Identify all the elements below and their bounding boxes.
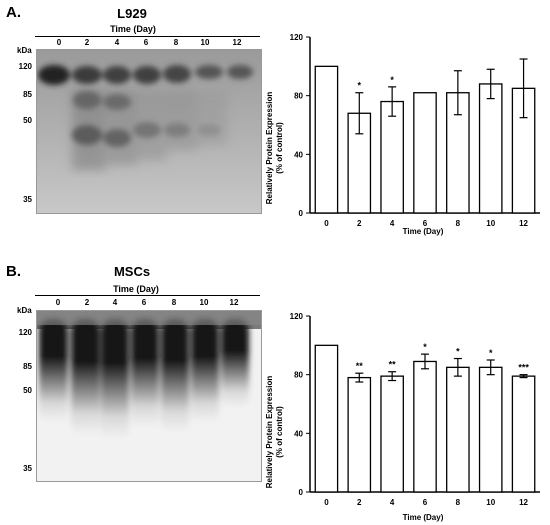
chart-a-significance: **: [358, 75, 395, 91]
x-tick-label: 4: [390, 498, 395, 507]
bar: [446, 366, 470, 493]
chart-b: Relatively Protein Expression (% of cont…: [265, 312, 540, 522]
y-tick-label: 80: [294, 92, 303, 101]
gel-b-time-label: Time (Day): [113, 284, 159, 294]
bar: [380, 100, 404, 214]
gel-a-image: [36, 49, 262, 214]
gel-a-lane-label: 4: [114, 38, 120, 47]
gel-a-lane-label: 12: [232, 38, 242, 47]
gel-a-lane-label: 2: [84, 38, 90, 47]
chart-a-yticks: 0 40 80 120: [290, 33, 310, 218]
x-tick-label: 8: [456, 498, 461, 507]
significance-marker: *: [489, 348, 493, 358]
x-tick-label: 6: [423, 498, 428, 507]
significance-marker: ***: [518, 363, 529, 373]
bar: [380, 375, 404, 493]
gel-b-title: MSCs: [113, 264, 151, 279]
chart-b-ylabel: Relatively Protein Expression: [265, 376, 274, 489]
gel-a-time-label: Time (Day): [110, 24, 156, 34]
x-tick-label: 10: [486, 498, 495, 507]
gel-a-marker-35: 35: [23, 195, 32, 204]
gel-b-lane-label: 12: [229, 298, 239, 307]
significance-marker: *: [390, 75, 394, 85]
gel-a-lane-label: 10: [200, 38, 210, 47]
chart-b-xlabel: Time (Day): [403, 513, 444, 522]
x-tick-label: 12: [519, 498, 528, 507]
bar: [478, 366, 503, 493]
bar: [478, 83, 503, 214]
chart-a-errorbars: [355, 58, 528, 135]
y-tick-label: 40: [294, 150, 303, 159]
gel-b-marker-35: 35: [23, 464, 32, 473]
x-tick-label: 6: [423, 219, 428, 228]
chart-a-xticks: 0 2 4 6 8 10 12: [324, 219, 528, 228]
chart-a: Relatively Protein Expression (% of cont…: [265, 33, 540, 236]
chart-b-ylabel2: (% of control): [275, 406, 284, 458]
gel-a-title: L929: [117, 6, 147, 21]
y-tick-label: 120: [290, 33, 304, 42]
chart-a-ylabel: Relatively Protein Expression: [265, 92, 274, 205]
chart-a-ylabel2: (% of control): [275, 122, 284, 174]
gel-b-divider: [35, 295, 260, 296]
gel-a-lane-label: 8: [173, 38, 179, 47]
bar: [347, 376, 372, 493]
gel-b-marker-50: 50: [23, 386, 32, 395]
gel-a-kda-label: kDa: [17, 46, 32, 55]
gel-a-lane-label: 6: [143, 38, 149, 47]
panel-b-letter: B.: [6, 263, 21, 280]
bar: [511, 375, 536, 493]
chart-b-significance: ** *** * ****: [356, 342, 530, 373]
gel-a-marker-120: 120: [18, 62, 32, 71]
gel-b-lane-label: 2: [84, 298, 90, 307]
x-tick-label: 0: [324, 219, 329, 228]
bar: [413, 360, 437, 493]
significance-marker: **: [389, 360, 397, 370]
chart-b-errorbars: [355, 353, 528, 383]
x-tick-label: 0: [324, 498, 329, 507]
bar: [413, 92, 437, 214]
gel-b-lane-label: 0: [55, 298, 61, 307]
gel-b-kda-label: kDa: [17, 306, 32, 315]
y-tick-label: 80: [294, 371, 303, 380]
gel-b-marker-85: 85: [23, 362, 32, 371]
chart-a-xlabel: Time (Day): [403, 227, 444, 236]
x-tick-label: 8: [456, 219, 461, 228]
bar: [314, 65, 339, 214]
y-tick-label: 0: [299, 209, 304, 218]
chart-b-yticks: 0 40 80 120: [290, 312, 310, 497]
significance-marker: *: [358, 81, 362, 91]
chart-b-xticks: 0 2 4 6 8 10 12: [324, 498, 528, 507]
x-tick-label: 2: [357, 498, 362, 507]
gel-a-marker-85: 85: [23, 90, 32, 99]
x-tick-label: 12: [519, 219, 528, 228]
y-tick-label: 0: [299, 488, 304, 497]
gel-b-lane-label: 4: [112, 298, 118, 307]
panel-a-letter: A.: [6, 4, 21, 21]
gel-b-lane-label: 10: [199, 298, 209, 307]
gel-a-marker-50: 50: [23, 116, 32, 125]
chart-b-bars: [314, 344, 536, 493]
x-tick-label: 2: [357, 219, 362, 228]
significance-marker: *: [456, 347, 460, 357]
chart-a-bars: [314, 65, 536, 214]
significance-marker: *: [423, 342, 427, 352]
gel-a-divider: [35, 36, 260, 37]
gel-b-lane-label: 8: [171, 298, 177, 307]
gel-a-lane-label: 0: [56, 38, 62, 47]
x-tick-label: 10: [486, 219, 495, 228]
gel-b-lane-label: 6: [141, 298, 147, 307]
significance-marker: **: [356, 361, 364, 371]
y-tick-label: 120: [290, 312, 304, 321]
gel-b-marker-120: 120: [18, 328, 32, 337]
y-tick-label: 40: [294, 429, 303, 438]
x-tick-label: 4: [390, 219, 395, 228]
bar: [314, 344, 339, 493]
gel-b-image: [36, 310, 262, 482]
